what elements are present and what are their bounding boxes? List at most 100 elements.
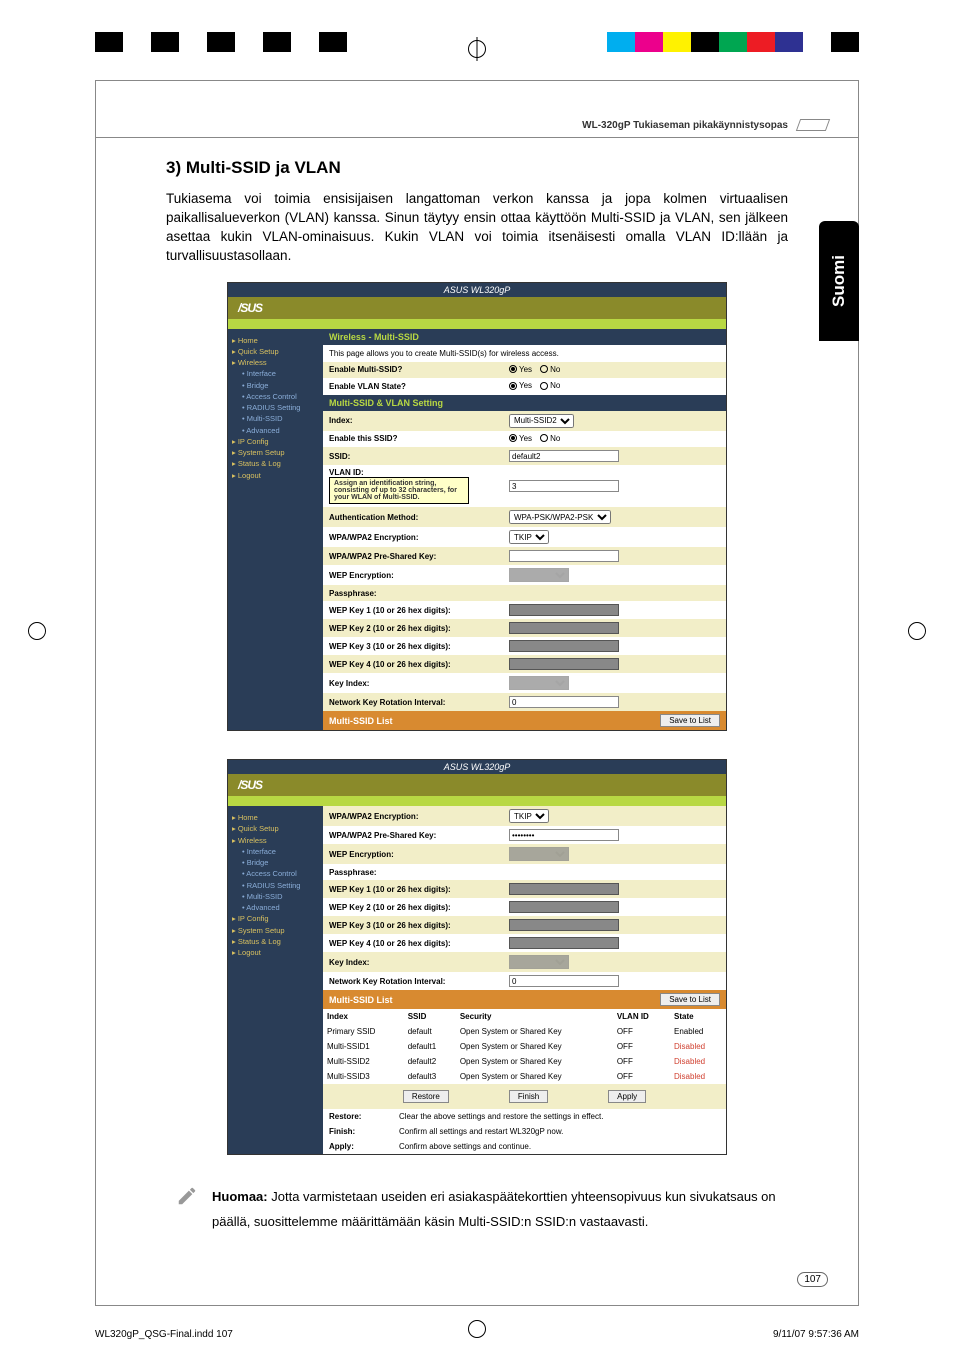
sidebar-item[interactable]: ▸ IP Config: [232, 913, 319, 924]
select-input[interactable]: TKIP: [509, 530, 549, 544]
sidebar-item[interactable]: • Multi-SSID: [232, 891, 319, 902]
disabled-input: [509, 937, 619, 949]
desc-label: Apply:: [329, 1142, 399, 1151]
colorbar-left: [95, 32, 347, 52]
select-input[interactable]: [509, 955, 569, 969]
select-input[interactable]: Multi-SSID2: [509, 414, 574, 428]
row-value: TKIP: [509, 530, 720, 544]
sidebar-item[interactable]: • RADIUS Setting: [232, 880, 319, 891]
sidebar-item[interactable]: • Advanced: [232, 902, 319, 913]
apply-button[interactable]: Apply: [608, 1090, 646, 1103]
save-to-list-button-2[interactable]: Save to List: [660, 993, 720, 1006]
radio-option[interactable]: No: [540, 381, 560, 390]
row-label: VLAN ID:Assign an identification string,…: [329, 468, 509, 504]
sidebar-item[interactable]: ▸ Wireless: [232, 835, 319, 846]
row-label: WEP Key 2 (10 or 26 hex digits):: [329, 624, 509, 633]
desc-label: Finish:: [329, 1127, 399, 1136]
radio-option[interactable]: Yes: [509, 365, 532, 374]
sidebar-item[interactable]: ▸ Home: [232, 335, 319, 346]
ss1-topstrip: /SUS: [228, 297, 726, 319]
colorbar-right: [607, 32, 859, 52]
row-label: Network Key Rotation Interval:: [329, 977, 509, 986]
select-input[interactable]: [509, 847, 569, 861]
radio-option[interactable]: No: [540, 365, 560, 374]
disabled-input: [509, 919, 619, 931]
row-label: Enable Multi-SSID?: [329, 365, 509, 374]
row-label: WPA/WPA2 Encryption:: [329, 533, 509, 542]
sidebar-item[interactable]: • Bridge: [232, 857, 319, 868]
config-row: WPA/WPA2 Pre-Shared Key:: [323, 547, 726, 565]
radio-option[interactable]: Yes: [509, 381, 532, 390]
sidebar-item[interactable]: • Interface: [232, 846, 319, 857]
config-row: Network Key Rotation Interval:: [323, 693, 726, 711]
row-value: [509, 450, 720, 462]
text-input[interactable]: [509, 550, 619, 562]
footer-date: 9/11/07 9:57:36 AM: [773, 1329, 859, 1340]
color-swatch: [95, 32, 123, 52]
sidebar-item[interactable]: ▸ IP Config: [232, 436, 319, 447]
ss2-titlebar: ASUS WL320gP: [228, 760, 726, 774]
sidebar-item[interactable]: ▸ System Setup: [232, 925, 319, 936]
radio-option[interactable]: Yes: [509, 434, 532, 443]
sidebar-item[interactable]: ▸ System Setup: [232, 447, 319, 458]
text-input[interactable]: [509, 975, 619, 987]
table-cell: default2: [404, 1054, 456, 1069]
sidebar-item[interactable]: • Access Control: [232, 391, 319, 402]
sidebar-item[interactable]: • Advanced: [232, 425, 319, 436]
text-input[interactable]: [509, 696, 619, 708]
config-row: WPA/WPA2 Encryption:TKIP: [323, 527, 726, 547]
text-input[interactable]: [509, 450, 619, 462]
screenshot-2: ASUS WL320gP /SUS ▸ Home▸ Quick Setup▸ W…: [227, 759, 727, 1155]
ss2-hdr-list: Multi-SSID List Save to List: [323, 990, 726, 1009]
config-row: Key Index:: [323, 952, 726, 972]
restore-button[interactable]: Restore: [403, 1090, 449, 1103]
select-input[interactable]: WPA-PSK/WPA2-PSK: [509, 510, 611, 524]
text-input[interactable]: [509, 480, 619, 492]
sidebar-item[interactable]: ▸ Wireless: [232, 357, 319, 368]
sidebar-item[interactable]: ▸ Home: [232, 812, 319, 823]
config-row: Network Key Rotation Interval:: [323, 972, 726, 990]
ss2-greenstrip: [228, 796, 726, 806]
row-value: [509, 901, 720, 913]
page-header: WL-320gP Tukiaseman pikakäynnistysopas: [96, 119, 858, 138]
save-to-list-button[interactable]: Save to List: [660, 714, 720, 727]
sidebar-item[interactable]: • Bridge: [232, 380, 319, 391]
sidebar-item[interactable]: ▸ Quick Setup: [232, 823, 319, 834]
language-tab: Suomi: [819, 221, 859, 341]
select-input[interactable]: TKIP: [509, 809, 549, 823]
config-row: WEP Key 2 (10 or 26 hex digits):: [323, 619, 726, 637]
table-header: VLAN ID: [613, 1009, 670, 1024]
footer-file: WL320gP_QSG-Final.indd 107: [95, 1329, 233, 1340]
sidebar-item[interactable]: • Access Control: [232, 868, 319, 879]
select-input[interactable]: [509, 568, 569, 582]
row-value: [509, 550, 720, 562]
desc-text: Confirm above settings and continue.: [399, 1142, 531, 1151]
sidebar-item[interactable]: ▸ Logout: [232, 947, 319, 958]
desc-label: Restore:: [329, 1112, 399, 1121]
row-label: WEP Key 1 (10 or 26 hex digits):: [329, 885, 509, 894]
sidebar-item[interactable]: • Interface: [232, 368, 319, 379]
row-value: [509, 919, 720, 931]
sidebar-item[interactable]: • Multi-SSID: [232, 413, 319, 424]
config-row: WEP Key 2 (10 or 26 hex digits):: [323, 898, 726, 916]
sidebar-item[interactable]: ▸ Quick Setup: [232, 346, 319, 357]
multi-ssid-table: IndexSSIDSecurityVLAN IDState Primary SS…: [323, 1009, 726, 1084]
radio-option[interactable]: No: [540, 434, 560, 443]
desc-row: Finish:Confirm all settings and restart …: [323, 1124, 726, 1139]
sidebar-item[interactable]: ▸ Logout: [232, 470, 319, 481]
row-value: [509, 568, 720, 582]
row-value: [509, 604, 720, 616]
ss2-sidebar: ▸ Home▸ Quick Setup▸ Wireless• Interface…: [228, 806, 323, 1154]
config-row: Index:Multi-SSID2: [323, 411, 726, 431]
config-row: WPA/WPA2 Encryption:TKIP: [323, 806, 726, 826]
table-cell: Multi-SSID1: [323, 1039, 404, 1054]
select-input[interactable]: [509, 676, 569, 690]
text-input[interactable]: [509, 829, 619, 841]
config-row: Key Index:: [323, 673, 726, 693]
header-product: WL-320gP Tukiaseman pikakäynnistysopas: [582, 120, 788, 131]
sidebar-item[interactable]: ▸ Status & Log: [232, 458, 319, 469]
sidebar-item[interactable]: • RADIUS Setting: [232, 402, 319, 413]
finish-button[interactable]: Finish: [509, 1090, 548, 1103]
row-label: WEP Key 3 (10 or 26 hex digits):: [329, 642, 509, 651]
sidebar-item[interactable]: ▸ Status & Log: [232, 936, 319, 947]
